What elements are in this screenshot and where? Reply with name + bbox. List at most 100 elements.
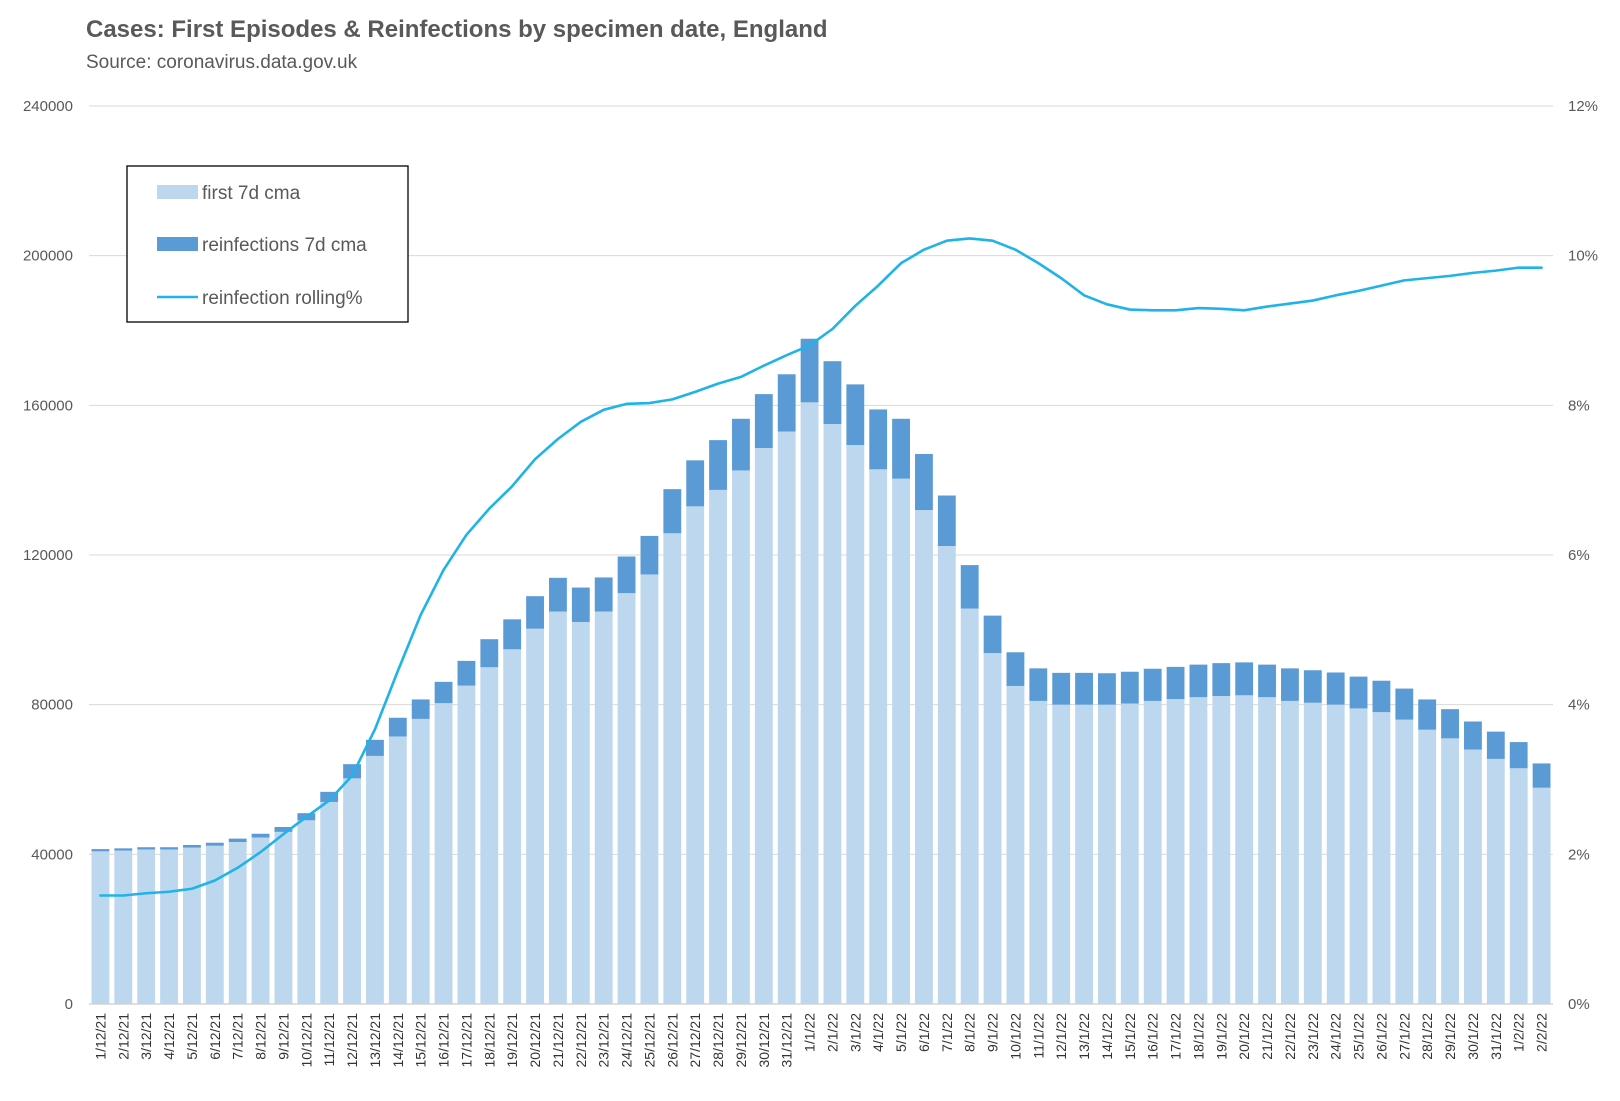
bar-reinfection [1143,668,1162,701]
y-right-tick-label: 8% [1568,397,1590,414]
x-tick-label: 8/1/22 [962,1013,978,1052]
x-tick-label: 12/1/22 [1053,1013,1069,1060]
bar-first-episode [205,845,224,1004]
bar-first-episode [1029,700,1048,1004]
bar-reinfection [1166,666,1185,700]
bar-first-episode [823,424,842,1005]
x-tick-label: 1/12/21 [92,1013,108,1060]
x-tick-label: 2/2/22 [1534,1013,1550,1052]
bar-first-episode [800,402,819,1005]
bar-reinfection [1075,672,1093,705]
bar-first-episode [320,801,339,1004]
bar-first-episode [274,831,293,1004]
x-tick-label: 14/1/22 [1099,1013,1115,1060]
x-tick-label: 24/12/21 [619,1013,635,1068]
bars [91,338,1551,1005]
x-tick-label: 14/12/21 [390,1013,406,1068]
bar-reinfection [686,460,705,507]
bar-first-episode [388,736,407,1004]
bar-reinfection [571,587,590,622]
bar-reinfection [1212,663,1231,697]
bar-first-episode [526,628,544,1004]
bar-reinfection [228,838,247,842]
x-tick-label: 27/12/21 [687,1013,703,1068]
x-tick-label: 10/12/21 [298,1013,314,1068]
x-tick-label: 30/1/22 [1465,1013,1481,1060]
x-tick-label: 11/1/22 [1030,1013,1046,1059]
bar-first-episode [1441,738,1459,1004]
bar-first-episode [594,611,613,1004]
legend-swatch-reinfections [157,237,198,251]
bar-first-episode [1006,685,1025,1004]
bar-reinfection [937,495,956,547]
bar-reinfection [274,827,293,832]
bar-reinfection [594,577,613,612]
x-tick-label: 8/12/21 [253,1013,269,1060]
x-tick-label: 5/12/21 [184,1013,200,1060]
bar-reinfection [709,440,727,490]
bar-first-episode [1075,704,1093,1004]
bar-reinfection [549,577,567,612]
bar-first-episode [1418,729,1437,1004]
bar-reinfection [732,418,750,471]
bar-first-episode [915,510,933,1004]
x-tick-label: 9/12/21 [275,1013,291,1060]
bar-first-episode [640,574,659,1004]
bar-reinfection [1464,721,1482,750]
bar-first-episode [1189,697,1208,1004]
x-tick-label: 17/12/21 [458,1013,474,1068]
x-tick-label: 21/1/22 [1259,1013,1275,1060]
x-tick-label: 12/12/21 [344,1013,360,1068]
x-tick-label: 2/1/22 [824,1013,840,1052]
bar-first-episode [1120,703,1139,1004]
y-axis-right-ticks: 0% 2% 4% 6% 8% 10% 12% [1568,98,1598,1013]
bar-reinfection [1418,699,1437,730]
bar-first-episode [1464,749,1482,1004]
bar-first-episode [1395,719,1414,1004]
y-left-tick-label: 0 [65,996,73,1013]
y-right-tick-label: 0% [1568,996,1590,1013]
bar-reinfection [388,717,407,737]
bar-first-episode [754,447,773,1004]
x-tick-label: 23/12/21 [596,1013,612,1068]
bar-reinfection [983,615,1002,654]
bar-reinfection [617,556,636,594]
bar-reinfection [1189,664,1208,698]
bar-reinfection [480,639,499,668]
bar-reinfection [183,844,201,848]
reinfection-line [99,237,1543,897]
x-tick-label: 24/1/22 [1328,1013,1344,1060]
bar-reinfection [434,681,453,704]
bar-first-episode [846,444,865,1004]
bar-first-episode [549,611,567,1004]
bar-reinfection [1532,763,1551,788]
legend-swatch-first [157,185,198,199]
bar-first-episode [777,431,796,1004]
bar-first-episode [663,533,682,1004]
bar-reinfection [137,847,156,850]
x-tick-label: 22/1/22 [1282,1013,1298,1060]
x-tick-label: 3/1/22 [847,1013,863,1052]
legend-label-first: first 7d cma [202,183,301,204]
bar-first-episode [1258,697,1276,1004]
bar-reinfection [915,453,933,511]
bar-reinfection [823,361,842,425]
x-tick-label: 22/12/21 [573,1013,589,1068]
x-tick-label: 27/1/22 [1396,1013,1412,1060]
x-tick-label: 11/12/21 [321,1013,337,1067]
bar-first-episode [571,621,590,1004]
bar-first-episode [892,478,910,1004]
x-tick-label: 21/12/21 [550,1013,566,1068]
bar-reinfection [1441,709,1459,739]
bar-reinfection [205,842,224,846]
bar-first-episode [1052,704,1071,1004]
bar-first-episode [686,506,705,1004]
bar-first-episode [434,703,453,1004]
bar-reinfection [1006,652,1025,686]
bar-reinfection [1258,664,1276,698]
bar-reinfection [960,565,979,609]
x-tick-label: 28/1/22 [1419,1013,1435,1060]
bar-reinfection [892,418,910,479]
x-tick-label: 17/1/22 [1168,1013,1184,1060]
